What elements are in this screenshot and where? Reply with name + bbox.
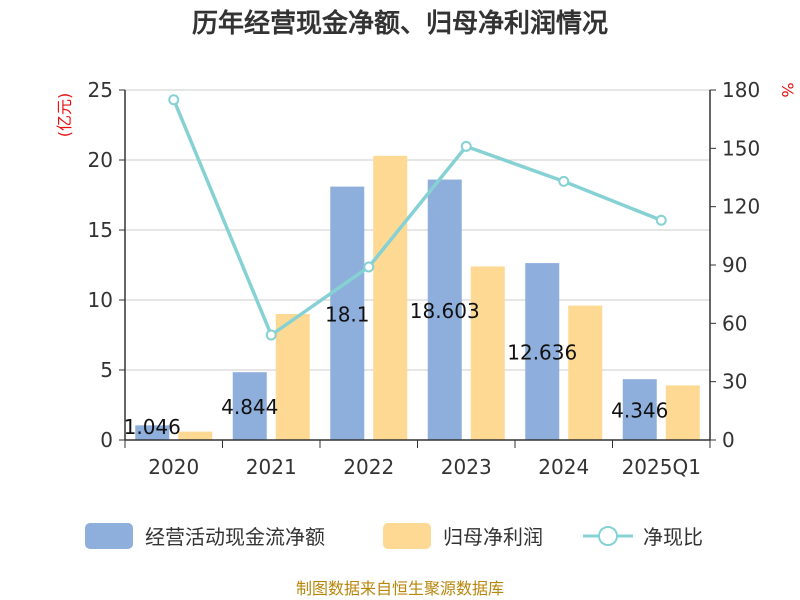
legend-swatch-net-profit [383,523,431,549]
bar-cash-flow [427,179,462,441]
bar-cash-flow [622,379,657,440]
legend-marker-ratio [598,526,618,546]
ratio-point [655,214,667,226]
y-right-tick-label: 60 [722,311,747,335]
legend-label-cash-flow: 经营活动现金流净额 [145,525,325,549]
ratio-point [265,329,277,341]
chart-title: 历年经营现金净额、归母净利润情况 [192,8,608,39]
data-label-cash-flow: 4.844 [221,395,278,419]
bar-net-profit [470,266,505,440]
x-tick-label: 2024 [538,455,589,479]
bars [135,155,700,441]
grid [125,89,710,371]
data-label-cash-flow: 18.603 [410,299,480,323]
legend-swatch-cash-flow [85,523,133,549]
data-labels: 1.046 4.844 18.1 18.603 12.636 4.346 [124,299,669,439]
y-left-tick-label: 10 [88,288,113,312]
y-right-tick-label: 180 [722,78,760,102]
bar-net-profit [665,385,700,440]
bar-cash-flow [330,186,365,440]
y-right-tick-label: 150 [722,136,760,160]
bar-net-profit [373,155,408,441]
x-tick-label: 2025Q1 [622,455,701,479]
line-series [168,94,667,341]
data-label-cash-flow: 12.636 [507,341,577,365]
y-left-tick-label: 25 [88,78,113,102]
data-label-cash-flow: 1.046 [124,415,181,439]
x-tick-label: 2021 [246,455,297,479]
y-right-tick-label: 90 [722,253,747,277]
y-right-tick-label: 30 [722,370,747,394]
bar-cash-flow [525,263,560,440]
data-label-cash-flow: 4.346 [611,399,668,423]
bar-cash-flow [135,425,170,440]
y-right-unit: % [778,82,797,97]
legend: 经营活动现金流净额 归母净利润 净现比 [85,523,703,549]
axes: 0 5 10 15 20 25 0 30 60 90 120 150 180 2020 2021 2022 20… [88,78,761,479]
legend-label-net-profit: 归母净利润 [443,525,543,549]
bar-cash-flow [232,372,267,440]
ratio-point [460,140,472,152]
y-right-tick-label: 120 [722,195,760,219]
ratio-line [172,99,662,338]
data-label-cash-flow: 18.1 [325,302,370,326]
y-left-tick-label: 15 [88,218,113,242]
bar-net-profit [178,431,213,440]
ratio-point [168,94,180,106]
y-left-unit: (亿元) [55,93,74,138]
bar-net-profit [568,305,603,440]
y-left-tick-label: 0 [100,428,113,452]
y-left-tick-label: 5 [100,358,113,382]
y-left-tick-label: 20 [88,148,113,172]
x-tick-label: 2022 [343,455,394,479]
source-note: 制图数据来自恒生聚源数据库 [296,579,504,598]
bar-net-profit [275,314,310,440]
x-tick-label: 2023 [441,455,492,479]
x-tick-label: 2020 [148,455,199,479]
legend-label-ratio: 净现比 [643,525,703,549]
ratio-point [363,261,375,273]
y-right-tick-label: 0 [722,428,735,452]
ratio-point [558,175,570,187]
